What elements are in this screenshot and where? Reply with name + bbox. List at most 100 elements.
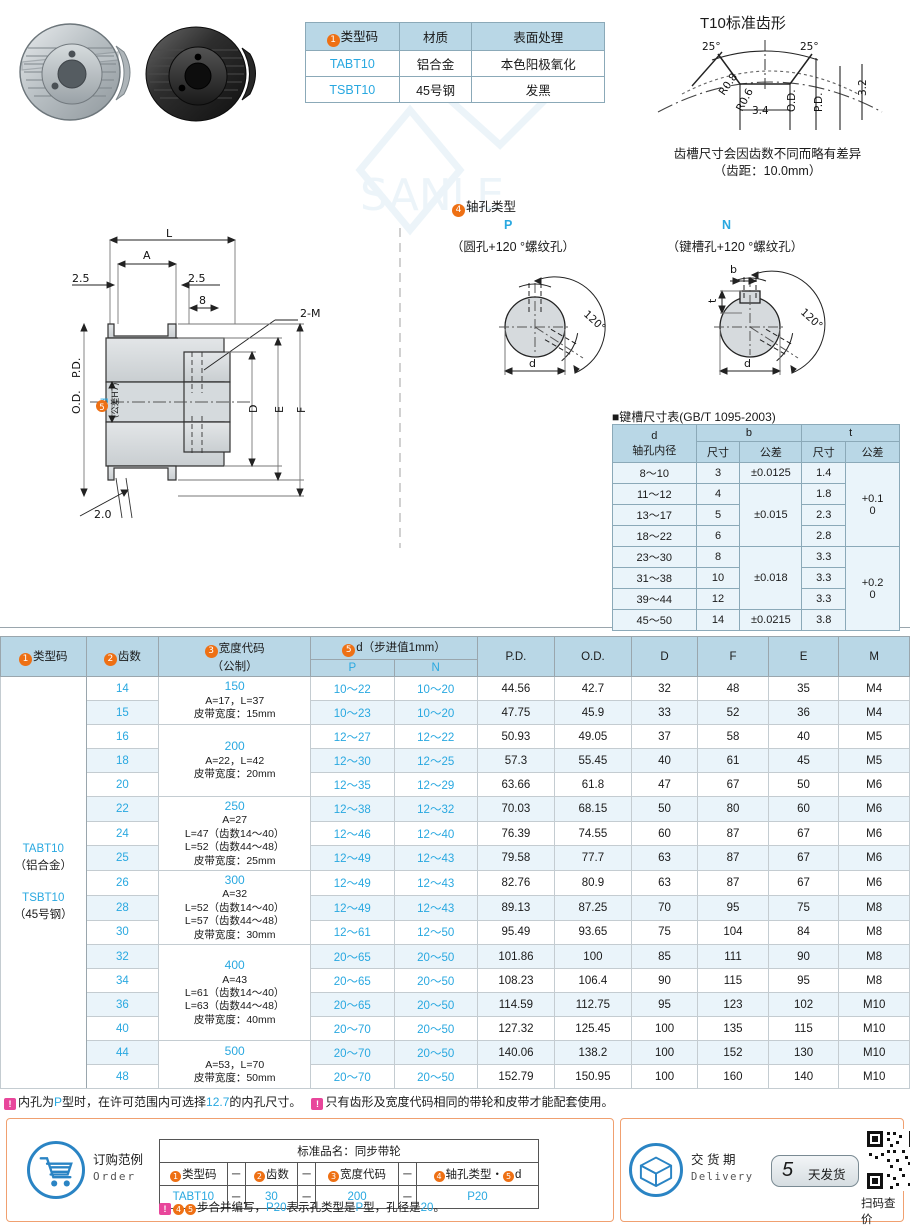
badge-2: 2 [253, 1171, 265, 1182]
spec-teeth: 15 [85, 700, 160, 725]
spec-E: 115 [767, 1016, 840, 1042]
qr-code-icon[interactable] [865, 1129, 910, 1191]
product-photo-aluminum [12, 18, 140, 128]
shaft-hole-p-diagram: d 120° [499, 276, 608, 375]
spec-D: 50 [630, 796, 699, 822]
spec-teeth: 48 [85, 1064, 160, 1090]
table-row: 16 200 A=22，L=42 皮带宽度：20mm 12～27 12～22 50.93 49… [1, 724, 910, 797]
spec-M: M5 [838, 748, 910, 773]
spec-d-p: 12～49 [310, 870, 395, 896]
svg-text:E: E [273, 406, 286, 413]
spec-width-code: 400 A=43 L=61（齿数14～40） L=63（齿数44～48） 皮带宽度：40… [158, 944, 312, 1042]
kg-t: 2.3 [801, 504, 847, 526]
spec-d-p: 12～35 [310, 772, 395, 797]
spec-header-pd: P.D. [476, 636, 555, 677]
spec-d-n: 20～50 [393, 1016, 478, 1042]
spec-E: 67 [767, 845, 840, 872]
table-row: 8～10 3 ±0.0125 1.4 +0.1 0 [612, 462, 900, 547]
badge-1: 1 [326, 34, 340, 47]
svg-text:d: d [100, 398, 111, 404]
kg-d: 11～12 [612, 483, 697, 505]
table-row: 39～44 12 3.3 [612, 588, 900, 610]
spec-D: 32 [630, 676, 699, 701]
order-example-box: 订购范例 Order 标准品名：同步带轮 1 类型码 － 2 齿数 － 3 宽度代码 … [6, 1118, 614, 1222]
spec-header-D: D [630, 636, 699, 677]
spec-od: 55.45 [553, 748, 632, 773]
spec-E: 60 [767, 796, 840, 822]
spec-od: 125.45 [553, 1016, 632, 1042]
spec-teeth: 34 [85, 968, 160, 994]
spec-pd: 114.59 [476, 992, 555, 1018]
spec-pd: 152.79 [476, 1064, 555, 1090]
spec-d-p: 10～22 [310, 676, 395, 701]
material-table-header-type: 1 类型码 [305, 22, 400, 51]
spec-d-n: 20～50 [393, 944, 478, 970]
tooth-profile-diagram: 25° 25° R0.8 R0.6 3.4 O.D. P.D. 3.2 [657, 40, 883, 130]
table-row: 20 12～35 12～29 63.66 61.8 47 67 50 M6 [1, 772, 910, 797]
shaft-hole-p-label: P [504, 218, 513, 232]
spec-header-width: 3 宽度代码 （公制） [158, 636, 312, 677]
table-row: 26 300 A=32 L=52（齿数14～40） L=57（齿数44～48） 皮带宽度：… [1, 870, 910, 946]
kg-b-tol: ±0.018 [739, 546, 803, 610]
spec-teeth: 14 [85, 676, 160, 701]
spec-D: 100 [630, 1040, 699, 1066]
spec-d-p: 20～70 [310, 1016, 395, 1042]
spec-E: 140 [767, 1064, 840, 1090]
table-row: 25 12～49 12～43 79.58 77.7 63 87 67 M6 [1, 845, 910, 872]
spec-teeth: 40 [85, 1016, 160, 1042]
badge-5: 5 [342, 644, 356, 657]
kg-b: 5 [695, 504, 741, 526]
spec-teeth: 30 [85, 919, 160, 946]
kg-b: 8 [695, 546, 741, 568]
spec-M: M4 [838, 700, 910, 725]
spec-E: 95 [767, 968, 840, 994]
kg-b: 6 [695, 525, 741, 547]
spec-M: M8 [838, 968, 910, 994]
spec-F: 111 [697, 944, 769, 970]
spec-type-code: TABT10 （铝合金） TSBT10 （45号钢） [0, 675, 87, 1090]
order-format-table: 标准品名：同步带轮 1 类型码 － 2 齿数 － 3 宽度代码 － 4 轴孔类型・ 5 d [159, 1139, 540, 1209]
svg-text:8: 8 [199, 294, 206, 307]
kg-d: 18～22 [612, 525, 697, 547]
kg-header-b-tol: 公差 [739, 441, 803, 463]
spec-pd: 140.06 [476, 1040, 555, 1066]
spec-d-p: 20～65 [310, 992, 395, 1018]
kg-header-t-size: 尺寸 [801, 441, 847, 463]
order-col-width: 3 宽度代码 [315, 1162, 399, 1186]
table-row: 18～22 6 2.8 [612, 525, 900, 547]
table-row: 48 20～70 20～50 152.79 150.95 100 160 140 M10 [1, 1064, 910, 1090]
svg-text:3.4: 3.4 [752, 105, 769, 117]
spec-F: 104 [697, 919, 769, 946]
spec-F: 87 [697, 870, 769, 896]
spec-F: 87 [697, 845, 769, 872]
spec-od: 106.4 [553, 968, 632, 994]
table-row: 36 20～65 20～50 114.59 112.75 95 123 102 M10 [1, 992, 910, 1018]
spec-F: 52 [697, 700, 769, 725]
kg-d: 13～17 [612, 504, 697, 526]
order-sep: － [226, 1162, 246, 1186]
spec-M: M10 [838, 1040, 910, 1066]
kg-t: 3.8 [801, 609, 847, 631]
spec-od: 68.15 [553, 796, 632, 822]
svg-text:120°: 120° [798, 306, 825, 332]
badge-4: 4 [452, 204, 465, 217]
spec-F: 152 [697, 1040, 769, 1066]
kg-b: 12 [695, 588, 741, 610]
spec-d-p: 20～70 [310, 1040, 395, 1066]
order-sep: － [397, 1162, 417, 1186]
badge-4: 4 [173, 1204, 184, 1215]
box-icon [629, 1143, 683, 1197]
spec-header-type: 1 类型码 [0, 636, 87, 677]
spec-pd: 57.3 [476, 748, 555, 773]
order-col-hole: 4 轴孔类型・ 5 d [415, 1162, 540, 1186]
spec-D: 70 [630, 894, 699, 921]
spec-F: 58 [697, 724, 769, 749]
spec-E: 102 [767, 992, 840, 1018]
spec-header-F: F [697, 636, 769, 677]
svg-text:120°: 120° [581, 308, 608, 334]
main-section-drawing: L A 2.5 2.5 8 2-M D E F O.D. P.D. 2.0 d … [70, 228, 401, 548]
kg-t-tol: +0.1 0 [845, 462, 900, 547]
spec-M: M5 [838, 724, 910, 749]
spec-d-p: 12～61 [310, 919, 395, 946]
kg-header-t: t [801, 424, 900, 442]
